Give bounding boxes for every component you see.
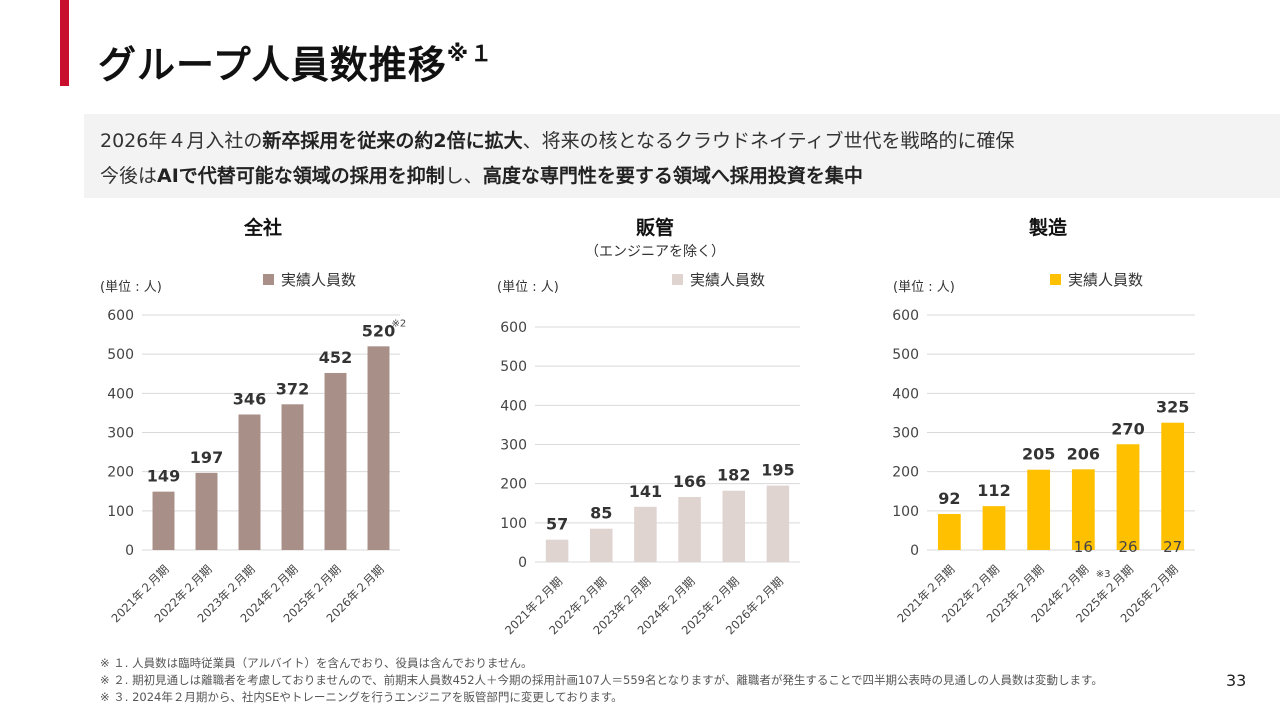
chart2-bar [678,496,701,562]
chart2-data-label: 195 [761,461,794,480]
chart1-y-tick: 600 [107,308,134,324]
chart1-bar [195,472,218,550]
lead-box: 2026年４月入社の新卒採用を従来の約2倍に拡大、将来の核となるクラウドネイティ… [84,114,1280,198]
chart3-unit-label: (単位 : 人) [893,279,955,295]
lead-line-1: 2026年４月入社の新卒採用を従来の約2倍に拡大、将来の核となるクラウドネイティ… [100,130,1015,152]
title-footnote-mark: ※１ [446,42,495,67]
page-title: グループ人員数推移※１ [98,42,495,87]
chart1-y-tick: 0 [125,543,134,559]
chart2-unit-label: (単位 : 人) [497,279,559,295]
chart2-y-tick: 0 [518,555,527,571]
chart3-inner-label: 16 [1074,538,1093,556]
chart3-bar [1116,444,1140,550]
chart2-legend-label: 実績人員数 [690,271,765,289]
chart3-legend-swatch [1050,274,1061,285]
chart3-inner-label: 27 [1163,538,1182,556]
page-number: 33 [1226,671,1247,690]
chart2-bar [634,506,657,562]
chart2-title: 販管 [636,216,674,239]
chart2-bar [722,490,746,562]
chart1-bar [281,404,304,550]
chart1-data-label: 346 [233,389,266,408]
chart3-y-tick: 300 [892,426,919,442]
chart3-y-tick: 200 [892,465,919,481]
chart3-bar [1027,469,1051,550]
footnote-3: ※ ３. 2024年２月期から、社内SEやトレーニングを行うエンジニアを販管部門… [100,690,623,704]
chart2-data-label: 57 [546,515,568,534]
chart1-data-label: 520 [362,321,395,340]
chart3-bar [982,506,1006,550]
chart1-y-tick: 300 [107,426,134,442]
footnotes: ※ １. 人員数は臨時従業員（アルバイト）を含んでおり、役員は含んでおりません。… [100,655,1103,706]
chart1-bar [324,372,347,550]
chart3-annotation: ※3 [1096,569,1111,580]
chart3-legend-label: 実績人員数 [1068,271,1143,289]
chart3-y-tick: 0 [910,543,919,559]
chart3-y-tick: 100 [892,504,919,520]
chart2-y-tick: 400 [500,398,527,414]
footnote-1: ※ １. 人員数は臨時従業員（アルバイト）を含んでおり、役員は含んでおりません。 [100,656,533,670]
chart2-data-label: 182 [717,466,750,485]
chart3-data-label: 205 [1022,445,1055,464]
chart1-y-tick: 100 [107,504,134,520]
chart3-data-label: 206 [1067,444,1100,463]
chart3-bar [937,513,961,550]
chart3-y-tick: 400 [892,386,919,402]
chart3-bar [1161,422,1185,550]
chart1-bar [238,414,261,550]
chart1-annotation: ※2 [391,318,406,329]
chart2-data-label: 166 [673,472,706,491]
chart2-legend-swatch [672,274,683,285]
chart1-data-label: 372 [276,379,309,398]
chart3-data-label: 112 [977,481,1010,500]
chart2-y-tick: 200 [500,477,527,493]
chart2-y-tick: 600 [500,320,527,336]
chart2-data-label: 85 [590,504,612,523]
chart1-legend-swatch [263,274,274,285]
chart2-y-tick: 500 [500,359,527,375]
chart3-bar [1071,469,1095,550]
chart1-y-tick: 500 [107,347,134,363]
chart2-data-label: 141 [629,482,662,501]
chart2-subtitle: （エンジニアを除く） [585,244,725,260]
chart2-y-tick: 300 [500,438,527,454]
chart1-legend-label: 実績人員数 [281,271,356,289]
chart1-data-label: 452 [319,348,352,367]
footnote-2: ※ ２. 期初見通しは離職者を考慮しておりませんので、前期末人員数452人＋今期… [100,673,1103,687]
chart2-y-tick: 100 [500,516,527,532]
chart1-bar [367,346,390,550]
lead-line-2: 今後はAIで代替可能な領域の採用を抑制し、高度な専門性を要する領域へ採用投資を集… [100,165,863,187]
chart3-data-label: 325 [1156,398,1189,417]
chart2-bar [766,485,790,562]
chart1-y-tick: 200 [107,465,134,481]
chart2-bar [545,539,569,562]
chart3-y-tick: 600 [892,308,919,324]
title-accent-bar [60,0,69,86]
chart3-y-tick: 500 [892,347,919,363]
chart1-unit-label: (単位 : 人) [100,279,162,295]
chart3-title: 製造 [1028,216,1068,239]
chart3-data-label: 270 [1111,419,1144,438]
chart1-bar [152,491,175,550]
chart1-y-tick: 400 [107,386,134,402]
chart1-data-label: 197 [190,448,223,467]
chart3-inner-label: 26 [1118,538,1137,556]
chart3-data-label: 92 [938,489,960,508]
chart2-bar [589,528,613,562]
chart1-title: 全社 [243,216,282,239]
chart1-data-label: 149 [147,467,180,486]
